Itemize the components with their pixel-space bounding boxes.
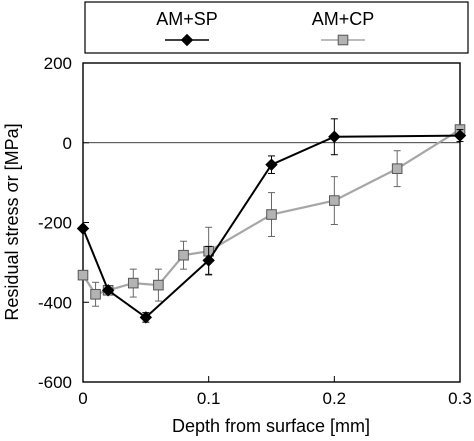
am-sp-data-point [202,254,215,267]
y-tick-label: -600 [38,373,72,392]
am-sp-data-point [76,222,90,235]
am-sp-data-point [101,284,115,297]
x-tick-label: 0.3 [448,389,472,408]
am-cp-data-point [153,279,164,291]
x-axis-title: Depth from surface [mm] [172,416,370,436]
legend-label-am-cp: AM+CP [312,9,375,29]
y-tick-label: -200 [38,214,72,233]
am-sp-data-point [453,129,467,142]
y-tick-label: 0 [63,134,72,153]
legend: AM+SP AM+CP [156,9,375,47]
am-sp-data-point [139,311,153,324]
am-cp-data-point [90,288,101,300]
legend-marker-am-cp [337,34,349,46]
am-cp-data-point [266,209,277,220]
am-cp-data-point [178,249,189,261]
legend-marker-am-sp [180,33,194,47]
x-tick-label: 0 [78,389,87,408]
am-sp-series [76,118,467,324]
x-tick-label: 0.1 [197,389,221,408]
legend-label-am-sp: AM+SP [156,9,218,29]
am-cp-series [77,124,466,307]
x-tick-label: 0.2 [323,389,347,408]
am-sp-data-point [328,130,341,143]
am-cp-data-point [127,277,139,289]
y-tick-label: -400 [38,293,72,312]
am-cp-data-point [391,163,403,174]
am-cp-data-point [329,195,340,206]
legend-box [84,1,469,54]
y-tick-label: 200 [44,54,72,73]
am-cp-data-point [77,269,89,281]
am-sp-data-point [265,158,278,171]
y-axis-title: Residual stress σr [MPa] [2,123,22,320]
